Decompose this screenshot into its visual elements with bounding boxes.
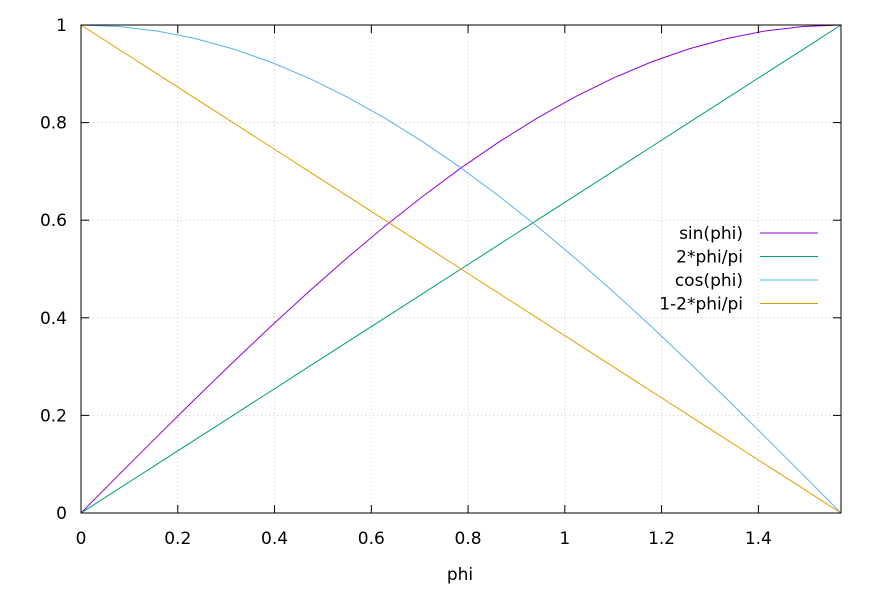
series-line <box>80 24 842 514</box>
x-tick-label: 1.4 <box>745 529 772 549</box>
legend-label: cos(phi) <box>675 271 743 291</box>
x-tick-label: 0.2 <box>164 529 191 549</box>
series-lines <box>80 24 842 514</box>
x-tick-label: 0.8 <box>455 529 482 549</box>
plot-frame <box>80 24 842 514</box>
legend-label: 1-2*phi/pi <box>659 295 743 315</box>
y-tick-label: 0.4 <box>40 309 67 329</box>
y-tick-label: 0.8 <box>40 114 67 134</box>
series-line <box>80 24 842 514</box>
axis-ticks: 0 0.2 0.4 0.6 0.8 1 1.2 1.4 0 0.2 0.4 0.6 0.8 1 <box>40 16 841 549</box>
y-tick-label: 0.6 <box>40 211 67 231</box>
y-tick-label: 1 <box>56 16 67 36</box>
x-tick-label: 0 <box>76 529 87 549</box>
x-tick-label: 1 <box>559 529 570 549</box>
y-tick-label: 0.2 <box>40 406 67 426</box>
grid <box>81 25 841 513</box>
legend-label: 2*phi/pi <box>676 248 743 268</box>
x-tick-label: 0.6 <box>358 529 385 549</box>
x-tick-label: 1.2 <box>648 529 675 549</box>
legend-label: sin(phi) <box>679 224 743 244</box>
y-tick-label: 0 <box>56 504 67 524</box>
x-axis-label: phi <box>447 565 473 585</box>
legend: sin(phi) 2*phi/pi cos(phi) 1-2*phi/pi <box>659 224 818 315</box>
x-tick-label: 0.4 <box>261 529 288 549</box>
